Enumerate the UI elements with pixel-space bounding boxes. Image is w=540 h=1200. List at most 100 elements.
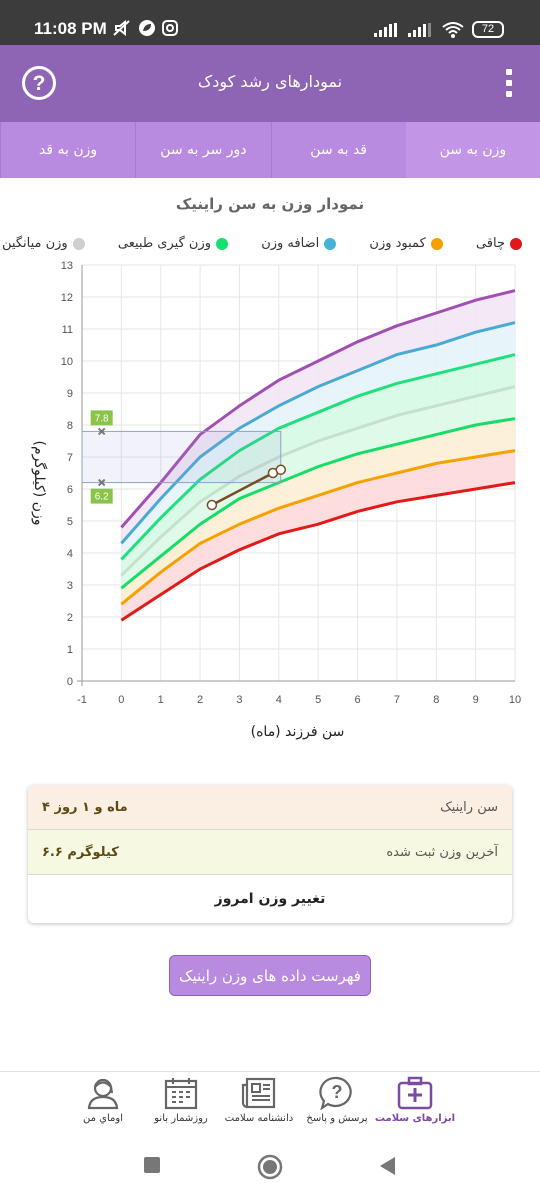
range-label: 7.8	[95, 413, 109, 424]
percentile-curve	[120, 385, 516, 577]
tab-head-circumference-for-age[interactable]: دور سر به سن	[135, 122, 270, 178]
percentile-curve	[120, 481, 516, 622]
y-tick-label: 12	[61, 292, 73, 304]
x-tick-label: 8	[433, 694, 439, 706]
status-time: 11:08 PM	[34, 19, 107, 38]
legend-label: اضافه وزن	[261, 236, 320, 251]
percentile-curve	[120, 321, 516, 545]
y-tick-label: 7	[67, 452, 73, 464]
weight-data-list-button[interactable]: فهرست داده های وزن راینیک	[169, 955, 371, 996]
percentile-curve	[120, 417, 516, 590]
nav-encyclopedia[interactable]: دانشنامه سلامت	[214, 1076, 304, 1124]
legend-label: وزن میانگین	[2, 236, 68, 251]
range-label: 6.2	[95, 492, 109, 503]
tab-weight-for-height[interactable]: وزن به قد	[0, 122, 135, 178]
legend-label: وزن گیری طبیعی	[117, 236, 212, 251]
x-tick-label: 4	[276, 694, 282, 706]
legend-dot	[324, 237, 337, 250]
y-tick-label: 13	[61, 260, 73, 272]
y-tick-label: 6	[67, 484, 73, 496]
x-tick-label: 2	[197, 694, 203, 706]
help-button[interactable]: ?	[22, 66, 56, 100]
band-fill	[121, 450, 515, 621]
age-row: ۴ ماه و ۱ روز سن راینیک	[28, 785, 512, 830]
y-tick-label: 9	[67, 388, 73, 400]
status-system-icons: 72	[374, 21, 504, 38]
chart-title: نمودار وزن به سن راینیک	[175, 195, 365, 213]
back-button-icon[interactable]	[378, 1156, 396, 1176]
status-notification-icons	[112, 19, 178, 37]
y-tick-label: 0	[67, 676, 73, 688]
x-tick-label: 1	[158, 694, 164, 706]
svg-text:?: ?	[332, 1082, 343, 1102]
x-tick-label: 10	[509, 694, 521, 706]
signal-icon-2	[408, 22, 431, 37]
x-tick-label: 3	[236, 694, 242, 706]
tab-weight-for-age[interactable]: وزن به سن	[405, 122, 540, 178]
nav-label: اوماي من	[83, 1113, 123, 1124]
weight-row: ۶.۶ کیلوگرم آخرین وزن ثبت شده	[28, 830, 512, 875]
recents-button-icon[interactable]	[143, 1156, 161, 1174]
y-tick-label: 1	[67, 644, 73, 656]
nav-label: پرسش و پاسخ	[306, 1113, 368, 1124]
y-tick-label: 2	[67, 612, 73, 624]
legend-item-overweight: اضافه وزن	[261, 236, 337, 251]
overflow-menu-icon[interactable]	[504, 69, 514, 103]
chart-legend: چاقی کمبود وزن اضافه وزن وزن گیری طبیعی …	[2, 236, 522, 251]
legend-dot	[430, 237, 443, 250]
weight-label: آخرین وزن ثبت شده	[386, 844, 498, 860]
band-fill	[121, 418, 515, 605]
signal-icon	[374, 22, 397, 37]
age-value: ۴ ماه و ۱ روز	[42, 799, 128, 815]
range-marker	[97, 478, 106, 487]
battery-indicator: 72	[472, 21, 504, 38]
nav-qa[interactable]: ? پرسش و پاسخ	[292, 1076, 382, 1124]
home-button-icon[interactable]	[257, 1154, 283, 1180]
percentile-curve	[120, 289, 516, 529]
x-tick-label: -1	[77, 694, 87, 706]
measurement-point	[206, 499, 218, 511]
legend-label: کمبود وزن	[369, 236, 426, 251]
band-fill	[121, 322, 515, 560]
nav-label: روزشمار بانو	[154, 1113, 208, 1124]
legend-item-underweight: کمبود وزن	[369, 236, 443, 251]
page-title: نمودارهای رشد کودک	[197, 72, 343, 91]
nav-calendar[interactable]: روزشمار بانو	[136, 1076, 226, 1124]
percentile-curve	[120, 449, 516, 606]
tab-height-for-age[interactable]: قد به سن	[270, 122, 406, 178]
range-label-box	[90, 410, 113, 426]
nav-my-profile[interactable]: اوماي من	[58, 1076, 148, 1124]
y-tick-label: 10	[61, 356, 73, 368]
wifi-icon	[442, 21, 464, 38]
newspaper-icon	[241, 1077, 276, 1109]
legend-label: چاقی	[475, 236, 505, 251]
bottom-nav: ابزارهای سلامت ? پرسش و پاسخ دانشنامه سل…	[0, 1071, 540, 1137]
legend-item-average: وزن میانگین	[2, 236, 85, 251]
range-marker	[97, 427, 106, 436]
band-fill	[121, 290, 515, 544]
weight-for-age-chart: 7.86.2-1 0 1 2 3 4 5 6 7 8 9 10012345678910111213سن…	[31, 260, 521, 740]
x-tick-label: 6	[354, 694, 360, 706]
chart-tabs: وزن به سن قد به سن دور سر به سن وزن به ق…	[0, 122, 540, 178]
mute-icon	[113, 19, 130, 37]
nav-label: ابزارهای سلامت	[374, 1113, 456, 1124]
first-aid-kit-icon	[397, 1076, 433, 1110]
app-header: ? نمودارهای رشد کودک	[0, 45, 540, 122]
legend-dot	[216, 237, 229, 250]
legend-dot	[509, 237, 522, 250]
x-axis-label: سن فرزند (ماه)	[251, 724, 345, 740]
y-tick-label: 4	[67, 548, 73, 560]
weight-value: ۶.۶ کیلوگرم	[42, 844, 119, 860]
change-weight-today-button[interactable]: تغییر وزن امروز	[214, 891, 326, 907]
y-tick-label: 5	[67, 516, 73, 528]
nav-label: دانشنامه سلامت	[224, 1113, 294, 1124]
user-profile-icon	[87, 1078, 119, 1110]
highlight-range-box	[81, 430, 282, 484]
legend-item-obese: چاقی	[476, 236, 522, 251]
y-tick-label: 8	[67, 420, 73, 432]
leaf-app-icon	[139, 20, 155, 36]
percentile-curve	[120, 353, 516, 561]
nav-health-tools[interactable]: ابزارهای سلامت	[370, 1076, 460, 1124]
y-tick-label: 11	[62, 324, 73, 336]
age-label: سن راینیک	[440, 799, 498, 815]
